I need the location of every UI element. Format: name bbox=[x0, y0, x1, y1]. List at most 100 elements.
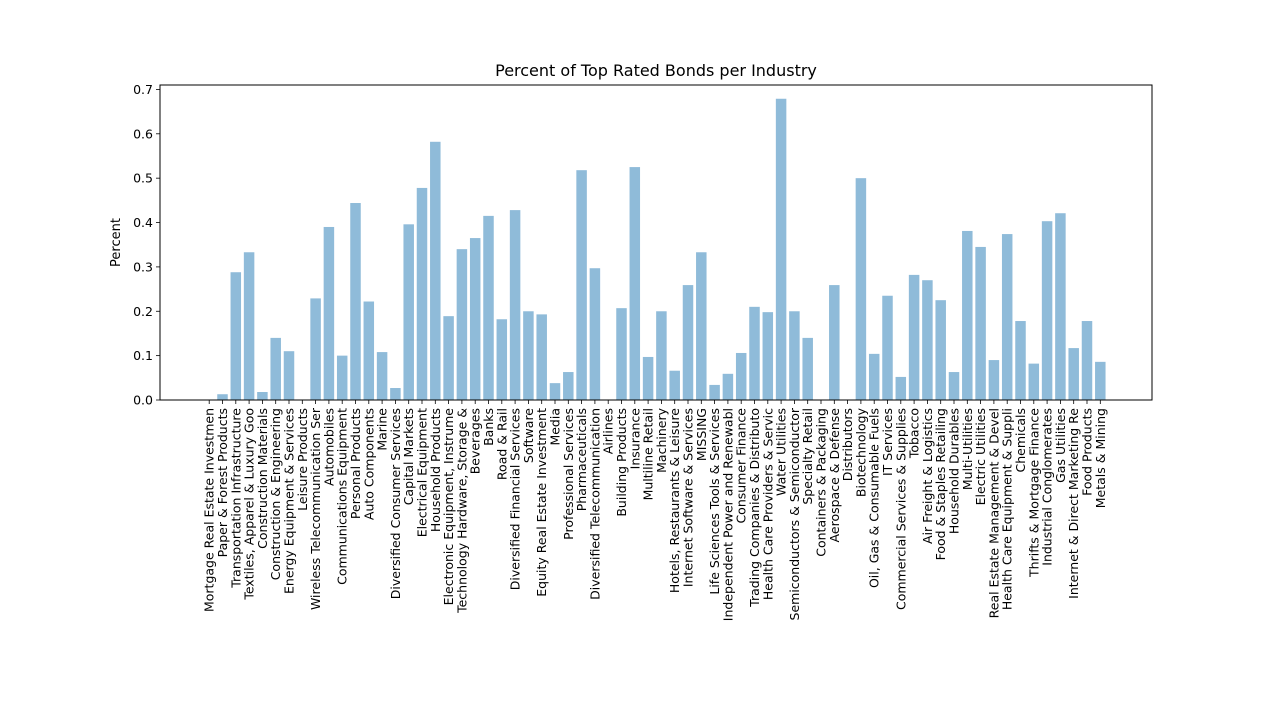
y-tick-label-2: 0.2 bbox=[133, 304, 153, 319]
x-tick-label-45: Specialty Retail bbox=[800, 408, 815, 505]
bar-8 bbox=[310, 298, 321, 400]
y-tick-label-3: 0.3 bbox=[133, 259, 153, 274]
x-tick-label-58: Electric Utilities bbox=[973, 408, 988, 505]
chart-title: Percent of Top Rated Bonds per Industry bbox=[495, 61, 817, 80]
x-tick-label-26: Media bbox=[548, 408, 563, 446]
x-tick-label-12: Auto Components bbox=[361, 408, 376, 520]
y-axis: 0.0 0.1 0.2 0.3 0.4 0.5 0.6 0.7 bbox=[133, 82, 160, 408]
x-tick-label-51: IT Services bbox=[880, 408, 895, 476]
bar-18 bbox=[443, 316, 454, 400]
bar-22 bbox=[496, 319, 508, 400]
bar-36 bbox=[682, 285, 694, 400]
y-tick-label-4: 0.4 bbox=[133, 215, 153, 230]
x-tick-label-7: Leisure Products bbox=[295, 408, 310, 511]
x-tick-label-22: Road & Rail bbox=[494, 408, 509, 480]
x-tick-label-38: Life Sciences Tools & Services bbox=[707, 408, 722, 595]
y-tick-label-1: 0.1 bbox=[133, 348, 153, 363]
x-tick-label-41: Trading Companies & Distributo bbox=[747, 408, 762, 608]
x-tick-label-40: Consumer Finance bbox=[734, 408, 749, 524]
x-tick-label-63: Industrial Conglomerates bbox=[1040, 408, 1055, 566]
x-tick-label-16: Electrical Equipment bbox=[415, 408, 430, 537]
bar-66 bbox=[1081, 321, 1093, 400]
y-tick-label-0: 0.0 bbox=[133, 393, 153, 408]
bar-38 bbox=[709, 384, 720, 400]
x-tick-label-5: Construction & Engineering bbox=[268, 408, 283, 580]
x-tick-label-48: Distributors bbox=[840, 408, 855, 481]
bar-37 bbox=[696, 252, 707, 400]
plot-frame bbox=[159, 84, 1153, 401]
x-tick-label-66: Food Products bbox=[1080, 408, 1095, 496]
bar-6 bbox=[283, 351, 295, 400]
bar-23 bbox=[509, 210, 521, 400]
x-tick-label-21: Banks bbox=[481, 408, 496, 446]
bar-63 bbox=[1041, 221, 1053, 400]
x-tick-label-18: Electronic Equipment, Instrume bbox=[441, 408, 456, 606]
x-tick-label-56: Household Durables bbox=[947, 408, 962, 534]
x-tick-label-14: Diversified Consumer Services bbox=[388, 408, 403, 599]
y-tick-label-5: 0.5 bbox=[133, 171, 153, 186]
x-tick-label-11: Personal Products bbox=[348, 408, 363, 519]
x-tick-label-6: Energy Equipment & Services bbox=[282, 408, 297, 594]
x-tick-label-31: Building Products bbox=[614, 408, 629, 517]
x-tick-label-57: Multi-Utilities bbox=[960, 408, 975, 490]
x-tick-label-29: Diversified Telecommunication bbox=[587, 408, 602, 600]
bar-45 bbox=[802, 337, 813, 400]
bar-19 bbox=[456, 249, 468, 400]
bar-59 bbox=[988, 360, 1000, 400]
x-tick-label-4: Construction Materials bbox=[255, 408, 270, 549]
x-tick-label-35: Hotels, Restaurants & Leisure bbox=[667, 408, 682, 593]
bar-12 bbox=[363, 301, 375, 400]
bar-25 bbox=[536, 314, 547, 400]
bar-20 bbox=[469, 238, 481, 400]
bar-24 bbox=[523, 311, 534, 400]
y-axis-label: Percent bbox=[109, 218, 124, 267]
bar-57 bbox=[962, 230, 973, 400]
x-tick-label-17: Household Products bbox=[428, 408, 443, 532]
x-tick-label-49: Biotechnology bbox=[853, 407, 868, 497]
bar-16 bbox=[416, 187, 428, 400]
bar-26 bbox=[549, 383, 561, 400]
bar-53 bbox=[908, 274, 920, 400]
bar-60 bbox=[1001, 234, 1013, 400]
y-tick-label-6: 0.6 bbox=[133, 126, 153, 141]
x-tick-label-65: Internet & Direct Marketing Re bbox=[1066, 408, 1081, 599]
x-tick-label-55: Food & Staples Retailing bbox=[933, 408, 948, 560]
x-tick-label-36: Internet Software & Services bbox=[681, 408, 696, 587]
x-tick-label-27: Professional Services bbox=[561, 408, 576, 540]
x-tick-label-42: Health Care Providers & Servic bbox=[760, 408, 775, 600]
x-tick-label-30: Airlines bbox=[601, 408, 616, 454]
x-tick-label-46: Containers & Packaging bbox=[814, 408, 829, 557]
x-tick-label-59: Real Estate Management & Devel bbox=[986, 408, 1001, 618]
y-tick-label-7: 0.7 bbox=[133, 82, 153, 97]
x-tick-label-15: Capital Markets bbox=[401, 408, 416, 505]
x-tick-label-3: Textiles, Apparel & Luxury Goo bbox=[242, 408, 257, 601]
bar-41 bbox=[749, 306, 760, 400]
bar-3 bbox=[243, 252, 255, 400]
bar-21 bbox=[483, 215, 494, 400]
x-tick-label-47: Aerospace & Defense bbox=[827, 408, 842, 543]
bar-5 bbox=[270, 337, 281, 400]
bar-51 bbox=[882, 295, 893, 400]
bar-39 bbox=[722, 373, 734, 400]
bar-2 bbox=[230, 272, 242, 400]
bar-50 bbox=[868, 353, 880, 400]
bar-32 bbox=[629, 167, 641, 400]
bar-47 bbox=[829, 285, 840, 400]
x-tick-label-34: Machinery bbox=[654, 407, 669, 472]
x-tick-label-10: Communications Equipment bbox=[335, 408, 350, 585]
bar-27 bbox=[563, 372, 574, 400]
bar-61 bbox=[1015, 321, 1026, 400]
bar-54 bbox=[922, 280, 933, 400]
bar-28 bbox=[576, 170, 587, 400]
x-tick-label-13: Marine bbox=[375, 408, 390, 451]
bar-58 bbox=[975, 246, 986, 400]
bar-15 bbox=[403, 224, 414, 400]
bar-10 bbox=[336, 355, 348, 400]
bar-55 bbox=[935, 300, 946, 400]
bar-43 bbox=[775, 98, 787, 400]
x-tick-label-2: Transportation Infrastructure bbox=[228, 408, 243, 589]
bar-62 bbox=[1028, 363, 1040, 400]
x-tick-label-43: Water Utilities bbox=[774, 408, 789, 496]
bar-67 bbox=[1095, 361, 1106, 400]
